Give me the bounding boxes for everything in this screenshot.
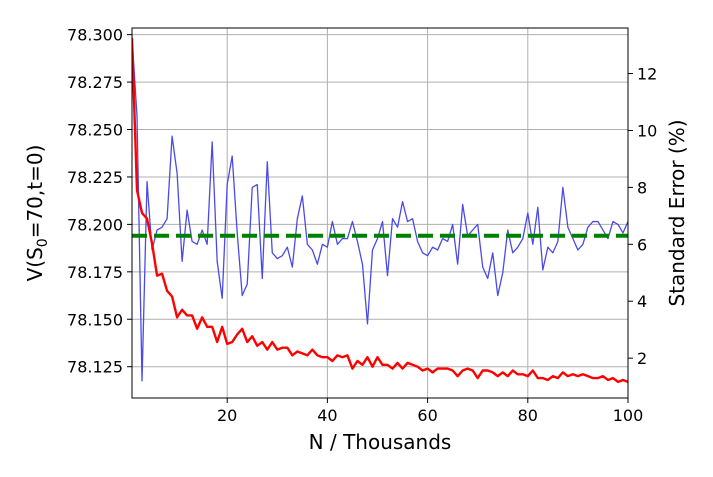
- left-y-tick-label: 78.225: [67, 168, 123, 187]
- right-y-tick-label: 4: [637, 292, 647, 311]
- left-y-label-base: V(S: [23, 247, 47, 281]
- option-value-line: [132, 38, 628, 384]
- standard-error-line: [132, 36, 628, 382]
- left-y-tick-label: 78.200: [67, 215, 123, 234]
- left-y-tick-label: 78.150: [67, 310, 123, 329]
- x-tick-label: 20: [217, 406, 237, 425]
- x-tick-label: 100: [613, 406, 644, 425]
- left-y-label-subscript: 0: [35, 238, 51, 247]
- x-tick-label: 80: [518, 406, 538, 425]
- x-tick-label: 60: [417, 406, 437, 425]
- left-y-tick-label: 78.175: [67, 263, 123, 282]
- x-axis-ticks: 20 40 60 80 100: [217, 398, 643, 425]
- left-y-tick-label: 78.250: [67, 121, 123, 140]
- x-tick-label: 40: [317, 406, 337, 425]
- left-y-tick-label: 78.300: [67, 26, 123, 45]
- right-y-tick-label: 10: [637, 121, 657, 140]
- plot-frame: [131, 27, 629, 399]
- left-y-label-rest: =70,t=0): [23, 145, 47, 239]
- grid: [132, 28, 629, 398]
- left-y-axis-ticks: 78.125 78.150 78.175 78.200 78.225 78.250 78.2…: [67, 26, 132, 377]
- right-y-tick-label: 12: [637, 65, 657, 84]
- standard-error-series: [132, 36, 628, 382]
- x-axis-label: N / Thousands: [309, 430, 452, 454]
- left-y-axis-label: V(S0=70,t=0): [23, 145, 51, 282]
- option-value-series: [132, 38, 628, 384]
- left-y-tick-label: 78.275: [67, 73, 123, 92]
- right-y-tick-label: 8: [637, 178, 647, 197]
- right-y-axis-ticks: 2 4 6 8 10 12: [628, 65, 657, 368]
- right-y-axis-label: Standard Error (%): [665, 119, 689, 306]
- right-y-tick-label: 2: [637, 349, 647, 368]
- right-y-tick-label: 6: [637, 235, 647, 254]
- left-y-tick-label: 78.125: [67, 358, 123, 377]
